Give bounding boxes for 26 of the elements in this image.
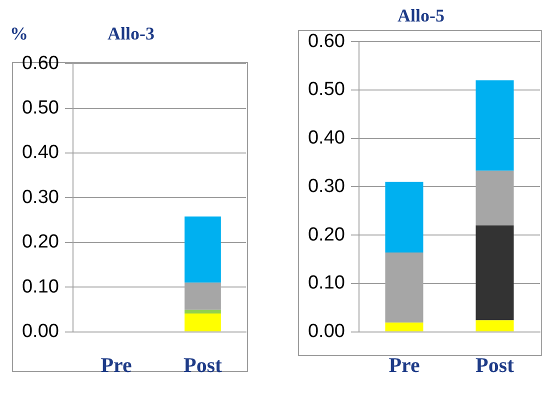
y-tick-label: 0.50	[308, 79, 345, 100]
x-tick-label: Pre	[388, 352, 420, 377]
y-tick-label: 0.10	[308, 272, 345, 294]
y-tick-label: 0.30	[308, 176, 345, 197]
y-tick-label: 0.00	[22, 321, 59, 342]
x-tick-label: Post	[475, 352, 514, 377]
bar	[385, 322, 424, 332]
y-tick-label: 0.00	[308, 321, 345, 342]
y-tick-label: 0.60	[22, 52, 59, 74]
y-tick-label: 0.50	[22, 98, 59, 119]
y-tick-label: 0.40	[22, 142, 59, 164]
y-tick-label: 0.20	[22, 232, 59, 253]
bar	[476, 225, 514, 320]
x-tick-label: Post	[183, 352, 222, 377]
bar	[385, 182, 424, 252]
y-axis-title: %	[10, 24, 28, 44]
chart-title: Allo-5	[398, 5, 444, 26]
bar	[476, 320, 514, 332]
bar	[476, 80, 514, 171]
y-tick-label: 0.20	[308, 224, 345, 246]
chart-title: Allo-3	[108, 23, 154, 44]
y-tick-label: 0.60	[308, 30, 345, 52]
x-tick-label: Pre	[100, 352, 132, 377]
y-tick-label: 0.30	[22, 186, 59, 208]
y-tick-label: 0.40	[308, 128, 345, 149]
y-tick-label: 0.10	[22, 276, 59, 298]
